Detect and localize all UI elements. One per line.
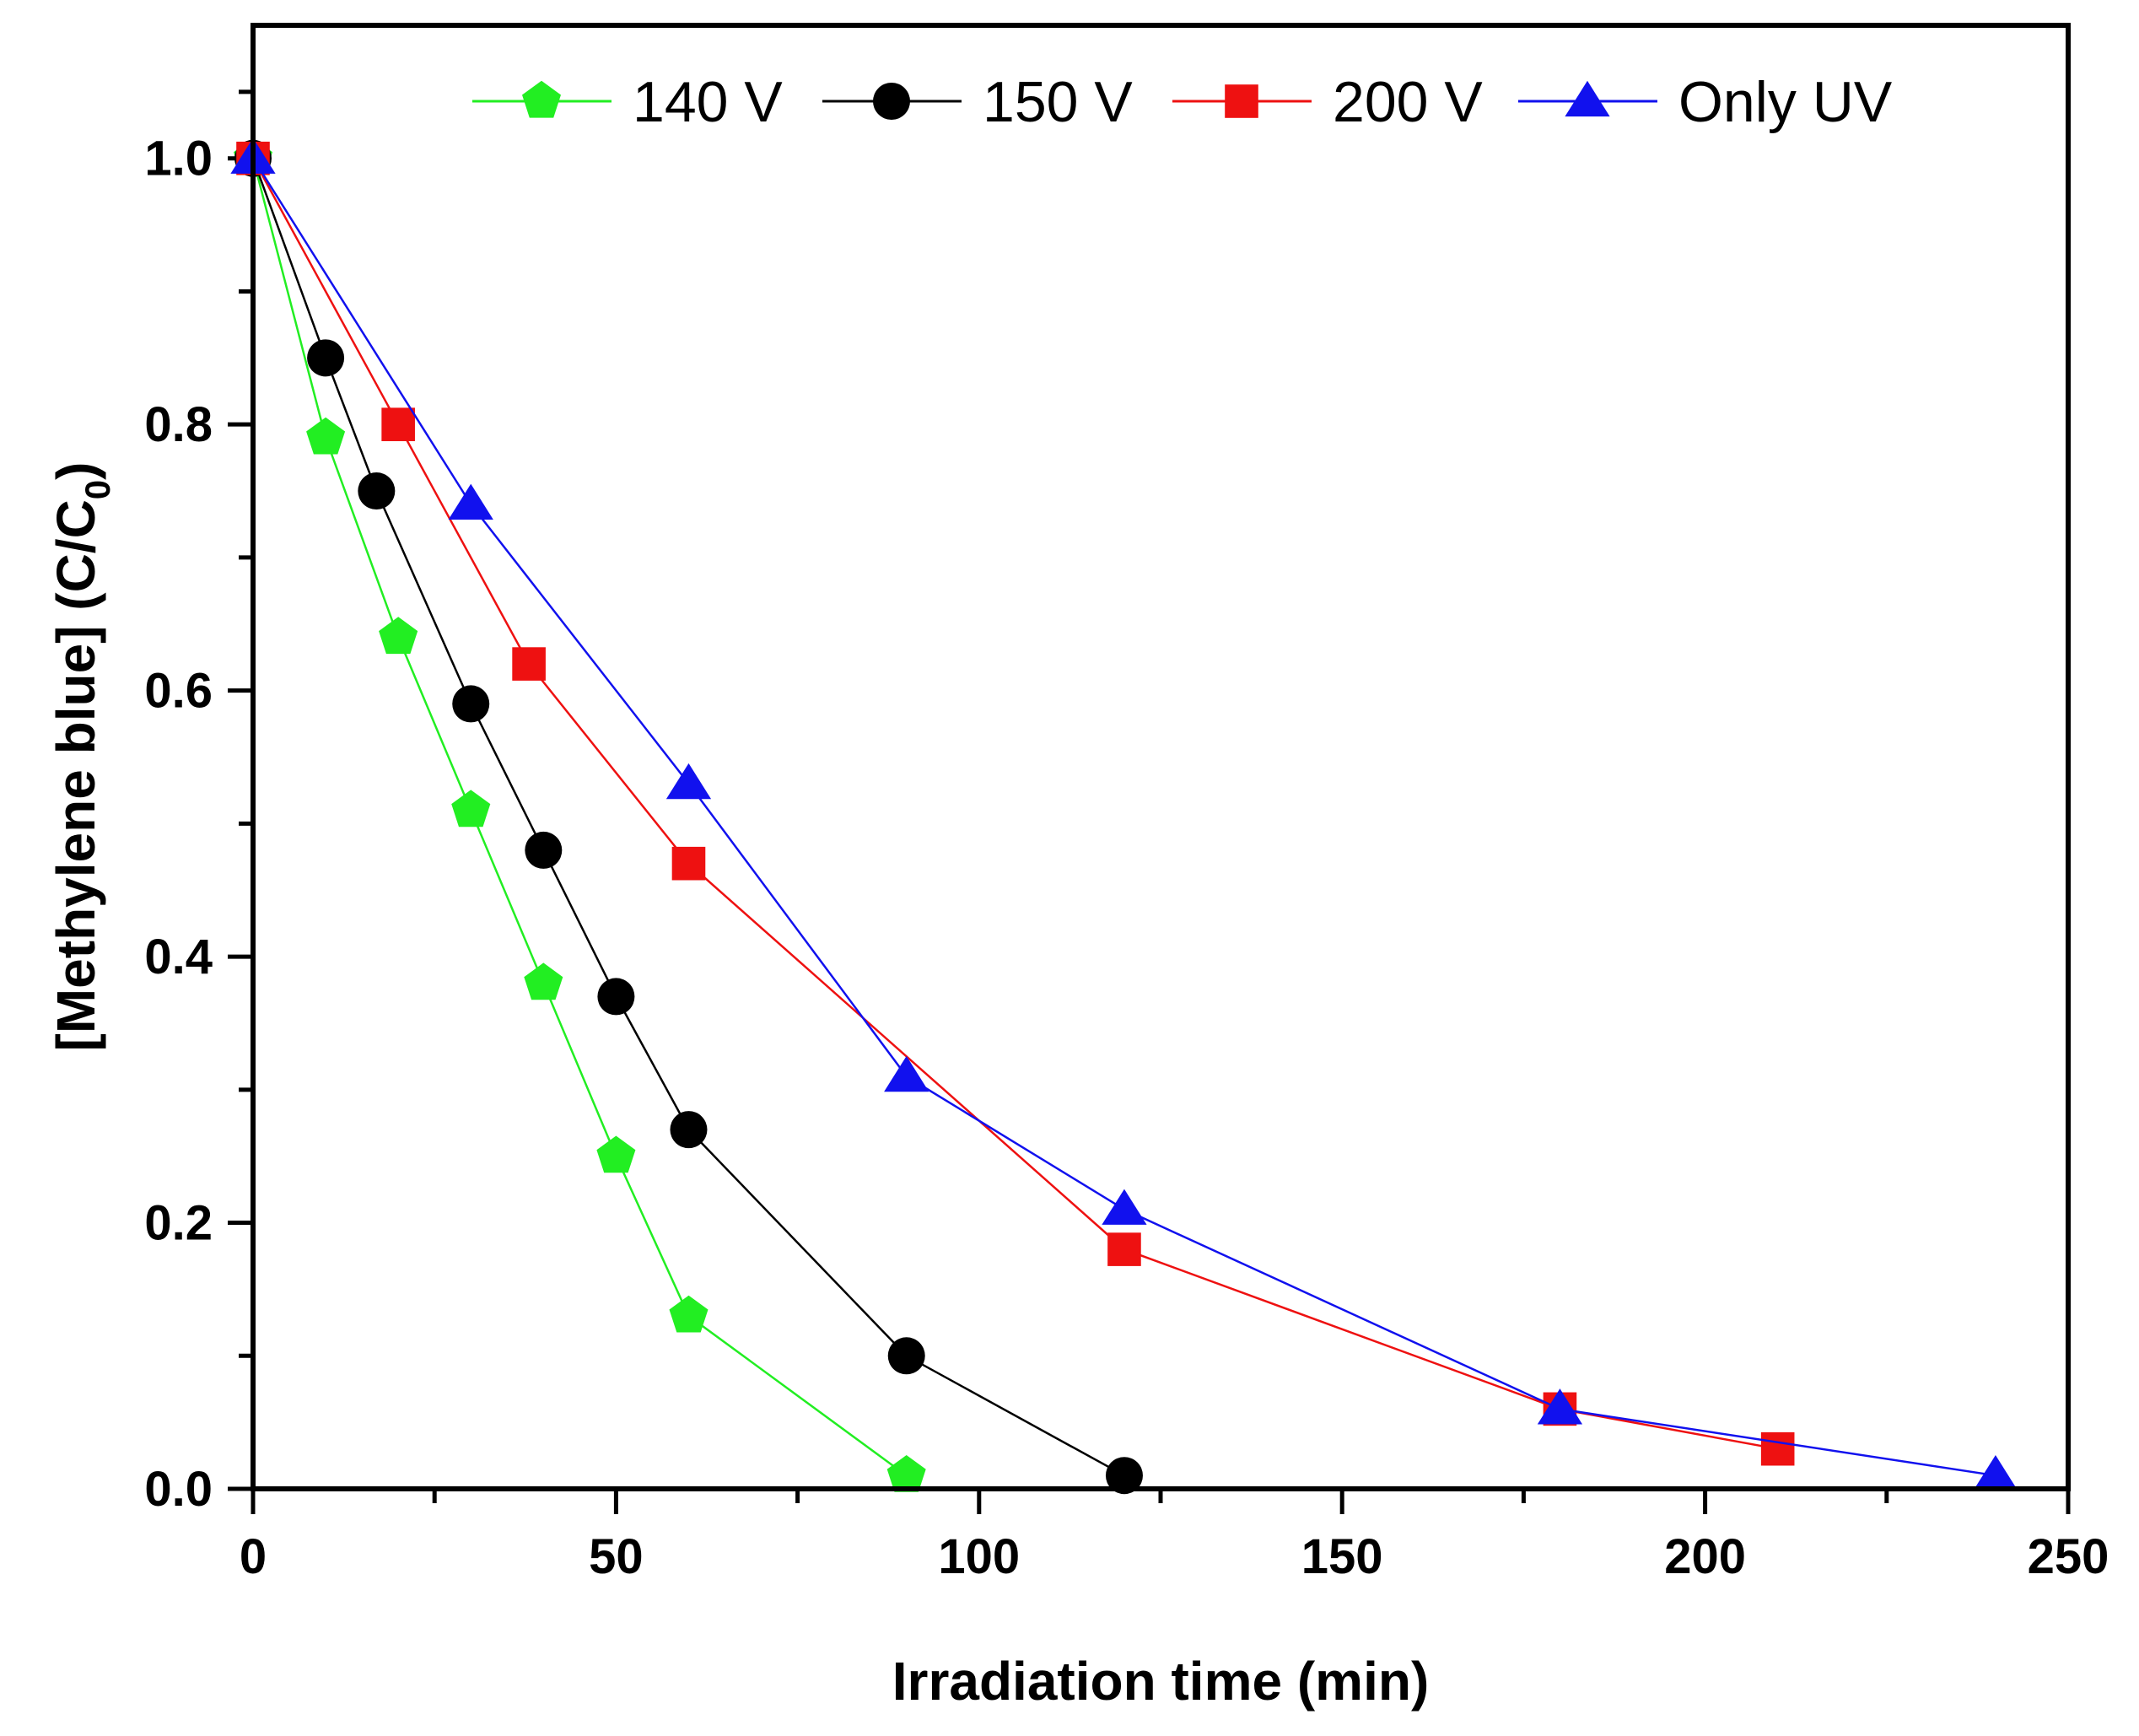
y-axis-title-close: )	[46, 462, 106, 480]
y-tick-label: 0.2	[144, 1196, 213, 1251]
series-only-uv	[230, 137, 2018, 1491]
data-point-150-v	[307, 339, 345, 377]
data-point-200-v	[1107, 1232, 1141, 1266]
data-point-140-v	[669, 1295, 709, 1333]
y-tick-label: 0.0	[144, 1462, 213, 1517]
legend-item-200-v: 200 V	[1172, 70, 1483, 134]
series-line-only-uv	[251, 158, 1996, 1477]
data-point-150-v	[452, 685, 490, 723]
data-point-200-v	[671, 846, 706, 881]
x-tick-label: 100	[938, 1529, 1020, 1584]
data-point-only-uv	[1537, 1388, 1583, 1425]
y-axis-title: [Methylene blue] (C/C0)	[46, 462, 117, 1052]
data-point-only-uv	[1102, 1189, 1147, 1225]
series-150-v	[234, 139, 1143, 1495]
plot-frame	[251, 23, 2071, 1491]
data-point-150-v	[670, 1111, 708, 1149]
y-axis-title-subscript: 0	[78, 480, 117, 499]
data-point-150-v	[887, 1337, 925, 1375]
x-axis-title: Irradiation time (min)	[892, 1651, 1430, 1712]
y-tick-label: 0.6	[144, 664, 213, 719]
legend-marker-200-v	[1225, 84, 1258, 118]
series-140-v	[234, 137, 926, 1492]
data-point-only-uv	[1973, 1455, 2018, 1491]
x-tick-label: 200	[1664, 1529, 1746, 1584]
data-point-only-uv	[448, 483, 493, 520]
data-point-150-v	[1105, 1457, 1143, 1495]
series-line-140-v	[251, 158, 908, 1477]
y-tick-label: 1.0	[144, 132, 213, 186]
data-point-140-v	[451, 790, 491, 828]
series-layer	[230, 137, 2018, 1495]
series-line-150-v	[251, 158, 1125, 1477]
legend-label-150-v: 150 V	[983, 70, 1133, 134]
data-point-200-v	[381, 407, 415, 441]
data-point-150-v	[358, 472, 396, 510]
y-tick-label: 0.8	[144, 397, 213, 452]
legend-marker-only-uv	[1565, 80, 1610, 117]
data-point-140-v	[886, 1455, 926, 1492]
y-axis-title-main: [Methylene blue] (C/C	[46, 499, 106, 1051]
data-point-140-v	[379, 617, 418, 655]
data-point-140-v	[596, 1135, 636, 1173]
x-tick-label: 0	[240, 1529, 267, 1584]
data-point-150-v	[597, 978, 635, 1016]
x-tick-label: 150	[1301, 1529, 1383, 1584]
x-tick-label: 250	[2028, 1529, 2109, 1584]
legend-item-140-v: 140 V	[472, 70, 783, 134]
legend-marker-150-v	[873, 83, 910, 120]
x-tick-label: 50	[589, 1529, 644, 1584]
y-tick-label: 0.4	[144, 930, 213, 984]
legend-label-200-v: 200 V	[1333, 70, 1483, 134]
data-point-200-v	[1760, 1431, 1795, 1466]
legend-label-only-uv: Only UV	[1678, 70, 1893, 134]
data-point-150-v	[525, 831, 563, 869]
data-point-only-uv	[665, 763, 712, 800]
legend-item-only-uv: Only UV	[1518, 70, 1893, 134]
legend: 140 V 150 V 200 V Only UV	[472, 70, 1893, 134]
axis-ticks: 0 50 100 150 200 250 0.0 0.2 0.4 0.6 0.8 1.0	[144, 89, 2109, 1584]
data-point-200-v	[512, 647, 546, 681]
legend-label-140-v: 140 V	[633, 70, 783, 134]
data-point-140-v	[524, 962, 563, 1000]
data-point-only-uv	[884, 1055, 929, 1092]
legend-marker-140-v	[522, 80, 561, 118]
legend-item-150-v: 150 V	[822, 70, 1133, 134]
data-point-140-v	[306, 417, 346, 455]
